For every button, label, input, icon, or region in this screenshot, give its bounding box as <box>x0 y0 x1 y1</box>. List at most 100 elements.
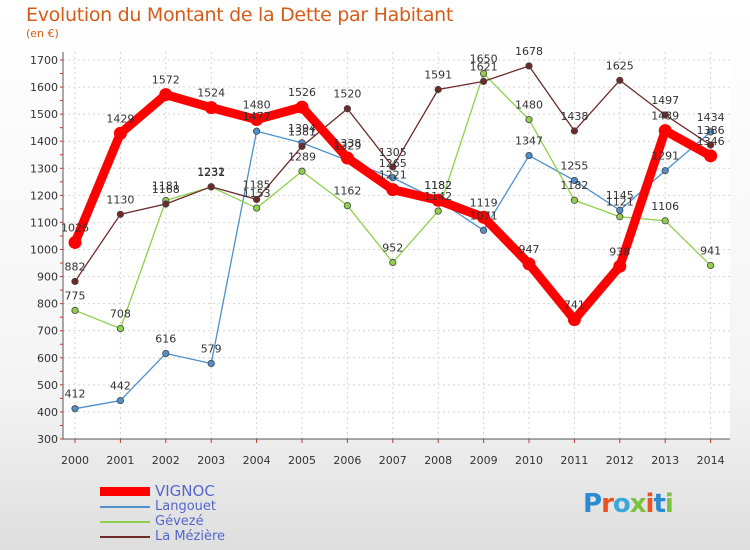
data-label-g-vez-: 1231 <box>197 166 225 179</box>
logo-letter: i <box>664 489 674 519</box>
data-label-la-m-zi-re: 1305 <box>379 146 407 159</box>
data-point-langouet <box>162 349 170 358</box>
legend-swatch <box>100 520 150 523</box>
data-label-vignoc: 1026 <box>61 221 89 234</box>
data-label-la-m-zi-re: 1168 <box>152 183 180 196</box>
data-point-langouet <box>389 174 397 182</box>
data-label-langouet: 616 <box>155 332 176 345</box>
data-label-g-vez-: 941 <box>700 244 721 257</box>
data-label-langouet: 1477 <box>243 110 271 123</box>
data-point-vignoc <box>113 126 127 140</box>
data-label-vignoc: 741 <box>564 299 585 312</box>
x-tick-label: 2013 <box>651 454 679 467</box>
y-tick-label: 1200 <box>30 189 58 202</box>
logo-letter: r <box>601 489 614 519</box>
data-point-langouet <box>71 405 79 413</box>
data-label-vignoc: 1346 <box>697 135 725 148</box>
x-tick-label: 2006 <box>333 454 361 467</box>
logo-letter: x <box>629 489 647 519</box>
y-tick-label: 500 <box>37 379 58 392</box>
x-tick-label: 2010 <box>515 454 543 467</box>
x-tick-label: 2008 <box>424 454 452 467</box>
data-point-g-vez- <box>616 213 624 221</box>
data-label-g-vez-: 708 <box>110 308 131 321</box>
x-tick-label: 2003 <box>197 454 225 467</box>
legend-item: VIGNOC <box>100 484 225 499</box>
data-point-langouet <box>207 359 215 368</box>
data-label-la-m-zi-re: 1381 <box>288 125 316 138</box>
unit-label: (en €) <box>26 27 59 40</box>
data-label-vignoc: 947 <box>519 243 540 256</box>
x-tick-label: 2004 <box>243 454 271 467</box>
data-label-vignoc: 1480 <box>243 99 271 112</box>
y-tick-label: 700 <box>37 325 58 338</box>
data-label-g-vez-: 1121 <box>606 196 634 209</box>
data-label-la-m-zi-re: 1520 <box>333 88 361 101</box>
data-point-la-m-zi-re <box>479 77 488 85</box>
data-label-la-m-zi-re: 1232 <box>197 166 225 179</box>
data-label-langouet: 1071 <box>470 209 498 222</box>
data-point-la-m-zi-re <box>570 127 579 135</box>
legend-swatch <box>100 487 150 496</box>
logo-letter: t <box>653 489 665 519</box>
data-label-la-m-zi-re: 1130 <box>106 193 134 206</box>
data-label-la-m-zi-re: 1497 <box>651 94 679 107</box>
y-tick-label: 1500 <box>30 108 58 121</box>
data-point-vignoc <box>159 88 173 102</box>
data-point-vignoc <box>658 124 672 138</box>
data-point-la-m-zi-re <box>253 195 261 204</box>
data-point-la-m-zi-re <box>207 183 215 191</box>
data-label-vignoc: 1429 <box>106 112 134 125</box>
y-tick-label: 900 <box>37 271 58 284</box>
data-label-vignoc: 1338 <box>333 137 361 150</box>
data-label-g-vez-: 1142 <box>424 190 452 203</box>
legend-label: Gévezé <box>155 514 204 529</box>
data-label-la-m-zi-re: 882 <box>65 260 86 273</box>
x-tick-label: 2012 <box>606 454 634 467</box>
legend-swatch <box>100 505 150 508</box>
data-point-langouet <box>116 396 125 405</box>
x-tick-label: 2000 <box>61 454 89 467</box>
y-tick-label: 1700 <box>30 54 58 67</box>
data-label-la-m-zi-re: 1185 <box>243 178 271 191</box>
legend-item: Gévezé <box>100 514 225 529</box>
data-point-vignoc <box>613 259 627 273</box>
x-tick-label: 2007 <box>379 454 407 467</box>
data-point-vignoc <box>431 193 445 207</box>
data-point-vignoc <box>250 113 264 127</box>
data-label-g-vez-: 775 <box>65 289 86 302</box>
data-label-la-m-zi-re: 1678 <box>515 45 543 58</box>
data-point-g-vez- <box>116 324 125 333</box>
data-point-la-m-zi-re <box>525 62 533 70</box>
line-chart: 300 400 500 600 700 800 900 1000 1100 1200 1300 140… <box>30 45 730 467</box>
data-label-g-vez-: 1182 <box>560 179 588 192</box>
y-tick-label: 300 <box>37 433 58 446</box>
data-point-vignoc <box>204 101 218 115</box>
data-label-langouet: 1255 <box>560 159 588 172</box>
data-point-g-vez- <box>434 207 442 215</box>
data-label-la-m-zi-re: 1386 <box>697 124 725 137</box>
legend-swatch <box>100 535 150 538</box>
data-point-la-m-zi-re <box>661 111 669 119</box>
data-label-g-vez-: 1106 <box>651 200 679 213</box>
data-point-vignoc <box>295 100 309 114</box>
data-label-langouet: 1182 <box>424 179 452 192</box>
data-label-langouet: 1291 <box>651 150 679 163</box>
data-point-la-m-zi-re <box>434 85 442 94</box>
legend-item: Langouet <box>100 499 225 514</box>
legend: VIGNOC Langouet Gévezé La Mézière <box>100 484 225 544</box>
data-point-g-vez- <box>661 217 669 225</box>
data-point-vignoc <box>386 183 400 197</box>
data-label-la-m-zi-re: 1591 <box>424 69 452 82</box>
data-point-g-vez- <box>343 202 351 210</box>
data-label-langouet: 412 <box>65 388 86 401</box>
data-label-langouet: 1434 <box>697 111 725 124</box>
data-point-la-m-zi-re <box>616 76 624 84</box>
x-tick-label: 2001 <box>106 454 134 467</box>
x-tick-label: 2005 <box>288 454 316 467</box>
data-point-langouet <box>525 151 533 160</box>
data-point-la-m-zi-re <box>116 210 125 218</box>
data-label-langouet: 1329 <box>333 139 361 152</box>
data-point-langouet <box>661 167 669 175</box>
